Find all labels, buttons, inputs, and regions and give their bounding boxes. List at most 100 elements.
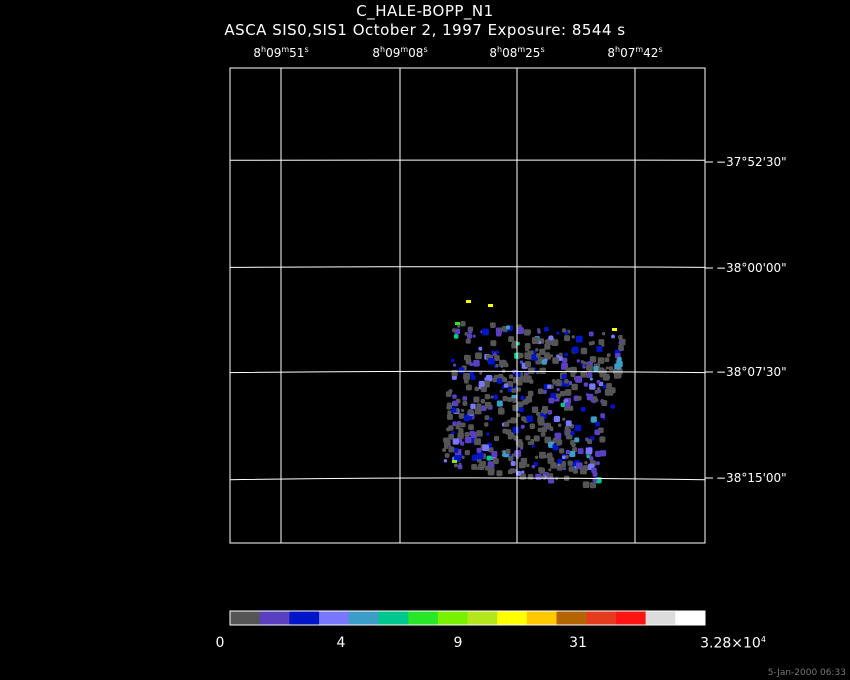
heatmap-cell xyxy=(595,461,600,466)
heatmap-cell xyxy=(453,334,459,339)
heatmap-cell xyxy=(461,408,465,412)
heatmap-cell xyxy=(592,400,596,404)
heatmap-cell xyxy=(479,371,483,375)
heatmap-cell xyxy=(485,374,493,382)
heatmap-cell xyxy=(460,441,465,446)
heatmap-cell xyxy=(539,367,546,375)
heatmap-cell xyxy=(565,367,570,372)
colorbar-swatch xyxy=(319,611,350,625)
heatmap-cell xyxy=(567,435,572,440)
heatmap-cell xyxy=(535,348,539,352)
heatmap-cell xyxy=(571,383,578,391)
heatmap-cell xyxy=(542,389,547,394)
heatmap-cell xyxy=(502,396,508,402)
heatmap-cell xyxy=(481,461,487,466)
colorbar-swatch xyxy=(526,611,557,625)
heatmap-cell xyxy=(442,448,447,453)
heatmap-cell xyxy=(572,346,579,354)
heatmap-cell xyxy=(508,374,514,379)
heatmap-cell xyxy=(548,477,555,484)
heatmap-cell xyxy=(548,452,553,457)
heatmap-cell xyxy=(527,390,534,397)
heatmap-cell xyxy=(597,357,605,364)
heatmap-cell xyxy=(586,364,593,372)
heatmap-cell xyxy=(495,350,499,355)
heatmap-cell xyxy=(489,322,494,327)
heatmap-cell xyxy=(529,423,536,429)
heatmap-cell xyxy=(590,416,597,423)
heatmap-cell xyxy=(482,328,489,336)
heatmap-cell xyxy=(472,334,476,338)
heatmap-cell xyxy=(597,389,602,394)
heatmap-cell xyxy=(476,403,482,409)
ra-tick-label: 8h07m42s xyxy=(607,45,663,60)
heatmap-cell xyxy=(557,458,563,464)
heatmap-cell xyxy=(489,417,493,421)
heatmap-cell xyxy=(596,346,603,353)
heatmap-cell xyxy=(462,400,468,406)
heatmap-cell xyxy=(610,404,616,409)
heatmap-cell xyxy=(484,401,492,409)
dec-grid-line xyxy=(229,266,706,268)
heatmap-cell xyxy=(514,450,522,457)
heatmap-cell xyxy=(517,380,523,386)
heatmap-cell xyxy=(507,397,513,402)
dec-tick-label: −38°07'30" xyxy=(716,365,787,379)
heatmap-cell xyxy=(557,423,562,427)
heatmap-cell xyxy=(599,371,606,378)
heatmap-cell xyxy=(511,453,516,457)
colorbar-tick-label: 31 xyxy=(569,635,587,651)
heatmap-cell xyxy=(496,470,503,477)
heatmap-cell xyxy=(582,365,586,369)
heatmap-cell xyxy=(602,384,607,389)
heatmap-cell xyxy=(463,372,471,380)
heatmap-cell xyxy=(462,396,468,401)
heatmap-cell xyxy=(511,342,517,349)
heatmap-cell xyxy=(476,447,482,453)
heatmap-cell xyxy=(585,393,589,397)
heatmap-cell xyxy=(547,457,555,464)
heatmap-cell xyxy=(521,462,526,468)
heatmap-cell xyxy=(559,448,565,454)
heatmap-cell xyxy=(565,454,569,459)
heatmap-cell xyxy=(576,359,580,363)
heatmap-cell xyxy=(564,352,568,357)
heatmap-cell xyxy=(507,434,513,440)
heatmap-cell xyxy=(587,439,593,445)
heatmap-cell xyxy=(618,344,624,351)
dec-tick-label: −37°52'30" xyxy=(716,155,787,169)
coordinate-grid xyxy=(229,67,713,544)
heatmap-cell xyxy=(564,389,572,396)
colorbar-swatch xyxy=(289,611,320,625)
heatmap-cell xyxy=(524,361,532,368)
heatmap-cell xyxy=(538,451,546,459)
heatmap-cell xyxy=(453,447,459,453)
heatmap-cell xyxy=(514,371,521,377)
heatmap-cell xyxy=(443,459,448,463)
heatmap-cell xyxy=(554,432,562,440)
heatmap-cell xyxy=(524,329,531,336)
heatmap-cell xyxy=(464,436,472,444)
heatmap-cell xyxy=(470,375,476,380)
plot-frame xyxy=(229,67,706,544)
heatmap-cell xyxy=(517,327,524,335)
heatmap-cell xyxy=(551,339,559,346)
heatmap-cell xyxy=(574,424,582,432)
heatmap-cell xyxy=(552,444,559,451)
heatmap-cell xyxy=(589,383,596,390)
heatmap-cell xyxy=(575,462,583,470)
heatmap-cell xyxy=(446,402,452,407)
heatmap-cell xyxy=(526,415,533,423)
heatmap-cell xyxy=(527,375,532,380)
heatmap-cell xyxy=(565,449,571,455)
heatmap-cell xyxy=(588,331,594,337)
heatmap-cell xyxy=(544,326,549,332)
heatmap-cell xyxy=(556,388,560,392)
heatmap-cell xyxy=(576,395,582,401)
heatmap-cell xyxy=(601,400,608,406)
heatmap-cell xyxy=(444,439,451,447)
heatmap-cell xyxy=(451,358,455,363)
heatmap-cell xyxy=(548,397,555,404)
heatmap-cell xyxy=(561,455,566,460)
heatmap-cell xyxy=(580,347,588,355)
